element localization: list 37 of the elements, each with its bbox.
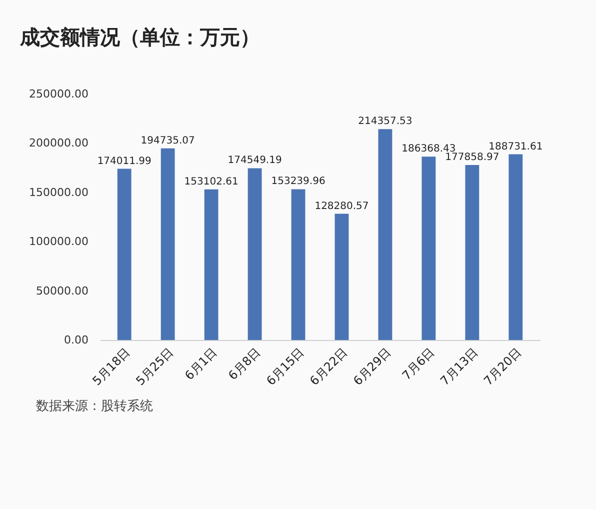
y-tick-label: 50000.00 (36, 284, 88, 298)
x-tick-label: 6月29日 (350, 345, 394, 388)
data-label: 214357.53 (358, 116, 412, 128)
x-tick-label: 5月25日 (133, 345, 176, 388)
x-tick-label: 6月22日 (307, 345, 350, 388)
bar (160, 148, 175, 340)
y-tick-label: 250000.00 (29, 88, 88, 100)
y-tick-label: 0.00 (64, 334, 88, 346)
x-tick-label: 6月15日 (264, 345, 307, 388)
x-tick-label: 6月1日 (182, 345, 220, 383)
bar (334, 214, 349, 340)
bar (465, 164, 480, 340)
data-label: 153102.61 (184, 176, 238, 188)
y-tick-label: 150000.00 (29, 186, 88, 199)
data-label: 194735.07 (140, 135, 195, 146)
x-tick-label: 7月13日 (438, 345, 481, 388)
data-label: 177858.97 (445, 152, 500, 163)
data-label: 128280.57 (314, 200, 369, 212)
x-tick-label: 6月8日 (226, 345, 264, 383)
y-tick-label: 100000.00 (29, 235, 88, 248)
data-label: 174011.99 (97, 156, 152, 167)
data-label: 188731.61 (488, 141, 543, 152)
bar (248, 168, 262, 340)
x-tick-label: 5月18日 (90, 345, 133, 388)
x-tick-label: 7月6日 (400, 345, 438, 383)
chart-title: 成交额情况（单位：万元） (19, 25, 260, 49)
bar (378, 129, 392, 340)
bar (117, 168, 132, 340)
data-label: 174549.19 (228, 155, 282, 166)
bar (422, 156, 436, 340)
x-tick-label: 7月20日 (481, 345, 524, 388)
data-label: 153239.96 (271, 176, 326, 188)
source-note: 数据来源：股转系统 (36, 398, 154, 415)
bar (291, 189, 306, 340)
bar (508, 154, 523, 340)
bar (204, 189, 218, 340)
y-tick-label: 200000.00 (29, 136, 88, 150)
